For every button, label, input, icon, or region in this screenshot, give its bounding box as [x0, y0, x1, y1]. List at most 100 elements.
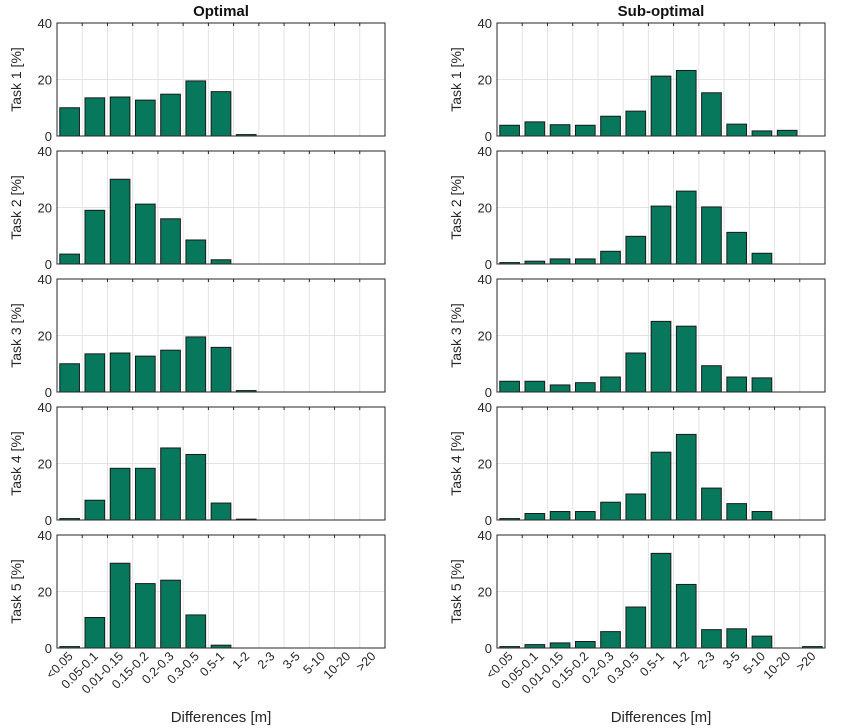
bar — [600, 250, 621, 265]
bar — [185, 453, 207, 521]
bar — [109, 562, 131, 649]
bar — [776, 129, 798, 137]
panel-sub-optimal-task-2: 0 20 40 Task 2 [%] — [448, 144, 826, 272]
x-tick-label: 10-20 — [321, 649, 354, 682]
bar — [625, 352, 647, 393]
y-tick-label: 40 — [38, 528, 52, 543]
y-axis-label: Task 1 [%] — [8, 47, 24, 112]
bar — [650, 75, 672, 137]
bar — [59, 253, 80, 265]
y-axis-label: Task 4 [%] — [448, 431, 464, 496]
y-tick-label: 0 — [485, 385, 492, 400]
bar — [134, 99, 156, 137]
bar — [134, 583, 156, 649]
x-tick-label: 1-2 — [670, 649, 693, 672]
axes-box — [56, 534, 386, 649]
bar — [701, 487, 722, 521]
bar — [160, 447, 181, 521]
axes-box — [56, 22, 386, 137]
bar — [600, 115, 621, 137]
y-axis-label: Task 5 [%] — [8, 559, 24, 624]
bar — [574, 258, 596, 265]
panel-sub-optimal-task-3: 0 20 40 Task 3 [%] — [448, 272, 826, 400]
y-tick-label: 0 — [45, 129, 52, 144]
y-tick-label: 20 — [478, 329, 492, 344]
panel-sub-optimal-task-4: 0 20 40 Task 4 [%] — [448, 400, 826, 528]
y-tick-label: 0 — [45, 641, 52, 656]
y-tick-label: 40 — [478, 16, 492, 31]
bar — [625, 110, 647, 137]
bar — [701, 206, 722, 265]
y-tick-label: 40 — [478, 272, 492, 287]
bar — [134, 467, 156, 521]
panel-optimal-task-2: 0 20 40 Task 2 [%] — [8, 144, 386, 272]
bar — [524, 380, 546, 393]
bar — [751, 130, 773, 137]
bar — [499, 380, 520, 393]
y-tick-label: 20 — [38, 201, 52, 216]
bar — [185, 80, 207, 137]
bar — [210, 502, 232, 521]
y-axis-label: Task 3 [%] — [8, 303, 24, 368]
y-tick-label: 20 — [478, 585, 492, 600]
bar — [675, 69, 697, 137]
bar — [210, 91, 232, 137]
bar — [600, 376, 621, 393]
y-tick-label: 20 — [38, 457, 52, 472]
y-tick-label: 20 — [478, 73, 492, 88]
bar — [650, 552, 672, 649]
bar — [675, 325, 697, 393]
bar — [726, 503, 748, 521]
y-tick-label: 40 — [38, 16, 52, 31]
y-tick-label: 40 — [38, 400, 52, 415]
x-tick-label: >20 — [354, 649, 379, 674]
bar — [549, 258, 571, 265]
bar — [701, 365, 722, 393]
bar — [625, 606, 647, 649]
bar — [549, 511, 571, 521]
x-tick-label: 3-5 — [280, 649, 303, 672]
y-axis-label: Task 3 [%] — [448, 303, 464, 368]
bar — [59, 363, 80, 393]
bar — [574, 511, 596, 521]
bar — [751, 635, 773, 649]
bar — [751, 252, 773, 265]
x-tick-label: 3-5 — [720, 649, 743, 672]
bar — [109, 352, 131, 393]
bar — [84, 616, 106, 649]
bar — [574, 382, 596, 393]
y-tick-label: 40 — [478, 144, 492, 159]
bar — [160, 579, 181, 649]
bar — [549, 124, 571, 137]
bar — [600, 501, 621, 521]
y-axis-label: Task 2 [%] — [8, 175, 24, 240]
bar — [701, 92, 722, 137]
panel-sub-optimal-task-1: 0 20 40 Task 1 [%] — [448, 16, 826, 144]
bar — [625, 493, 647, 521]
bar — [675, 583, 697, 649]
bar — [650, 320, 672, 393]
x-tick-label: 2-3 — [255, 649, 278, 672]
x-axis-label: Differences [m] — [611, 709, 712, 726]
bar — [726, 376, 748, 393]
y-tick-label: 40 — [38, 272, 52, 287]
bar — [574, 641, 596, 649]
bar — [84, 353, 106, 393]
axes-box — [496, 22, 826, 137]
bar — [726, 628, 748, 649]
bar — [499, 124, 520, 137]
y-tick-label: 40 — [478, 400, 492, 415]
y-tick-label: 20 — [38, 73, 52, 88]
bar — [185, 239, 207, 265]
y-tick-label: 0 — [485, 129, 492, 144]
axes-box — [496, 278, 826, 393]
bar — [160, 349, 181, 393]
x-tick-label: 2-3 — [695, 649, 718, 672]
bar — [210, 259, 232, 265]
bar — [109, 178, 131, 265]
x-axis-label: Differences [m] — [171, 709, 272, 726]
axes-box — [496, 406, 826, 521]
bar — [160, 93, 181, 137]
